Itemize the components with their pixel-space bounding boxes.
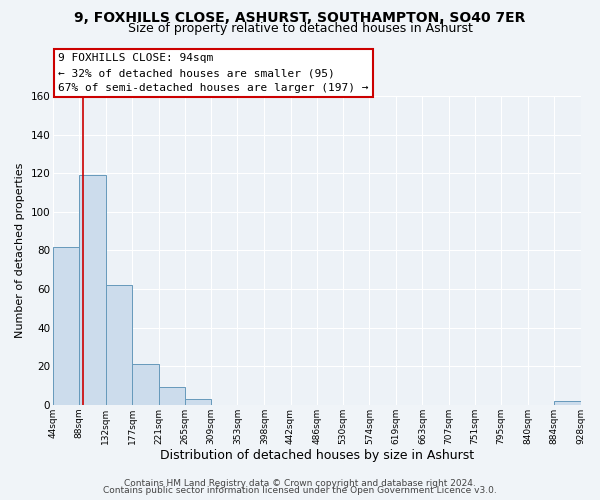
Bar <box>53 246 79 405</box>
Bar <box>133 364 158 405</box>
Text: 9 FOXHILLS CLOSE: 94sqm
← 32% of detached houses are smaller (95)
67% of semi-de: 9 FOXHILLS CLOSE: 94sqm ← 32% of detache… <box>58 54 369 93</box>
Bar <box>79 175 106 405</box>
Text: Contains public sector information licensed under the Open Government Licence v3: Contains public sector information licen… <box>103 486 497 495</box>
Bar <box>185 399 211 405</box>
Bar <box>106 285 133 405</box>
Text: Size of property relative to detached houses in Ashurst: Size of property relative to detached ho… <box>128 22 472 35</box>
Bar <box>158 388 185 405</box>
Y-axis label: Number of detached properties: Number of detached properties <box>15 162 25 338</box>
Text: 9, FOXHILLS CLOSE, ASHURST, SOUTHAMPTON, SO40 7ER: 9, FOXHILLS CLOSE, ASHURST, SOUTHAMPTON,… <box>74 11 526 25</box>
Bar <box>554 401 581 405</box>
X-axis label: Distribution of detached houses by size in Ashurst: Distribution of detached houses by size … <box>160 450 474 462</box>
Text: Contains HM Land Registry data © Crown copyright and database right 2024.: Contains HM Land Registry data © Crown c… <box>124 478 476 488</box>
